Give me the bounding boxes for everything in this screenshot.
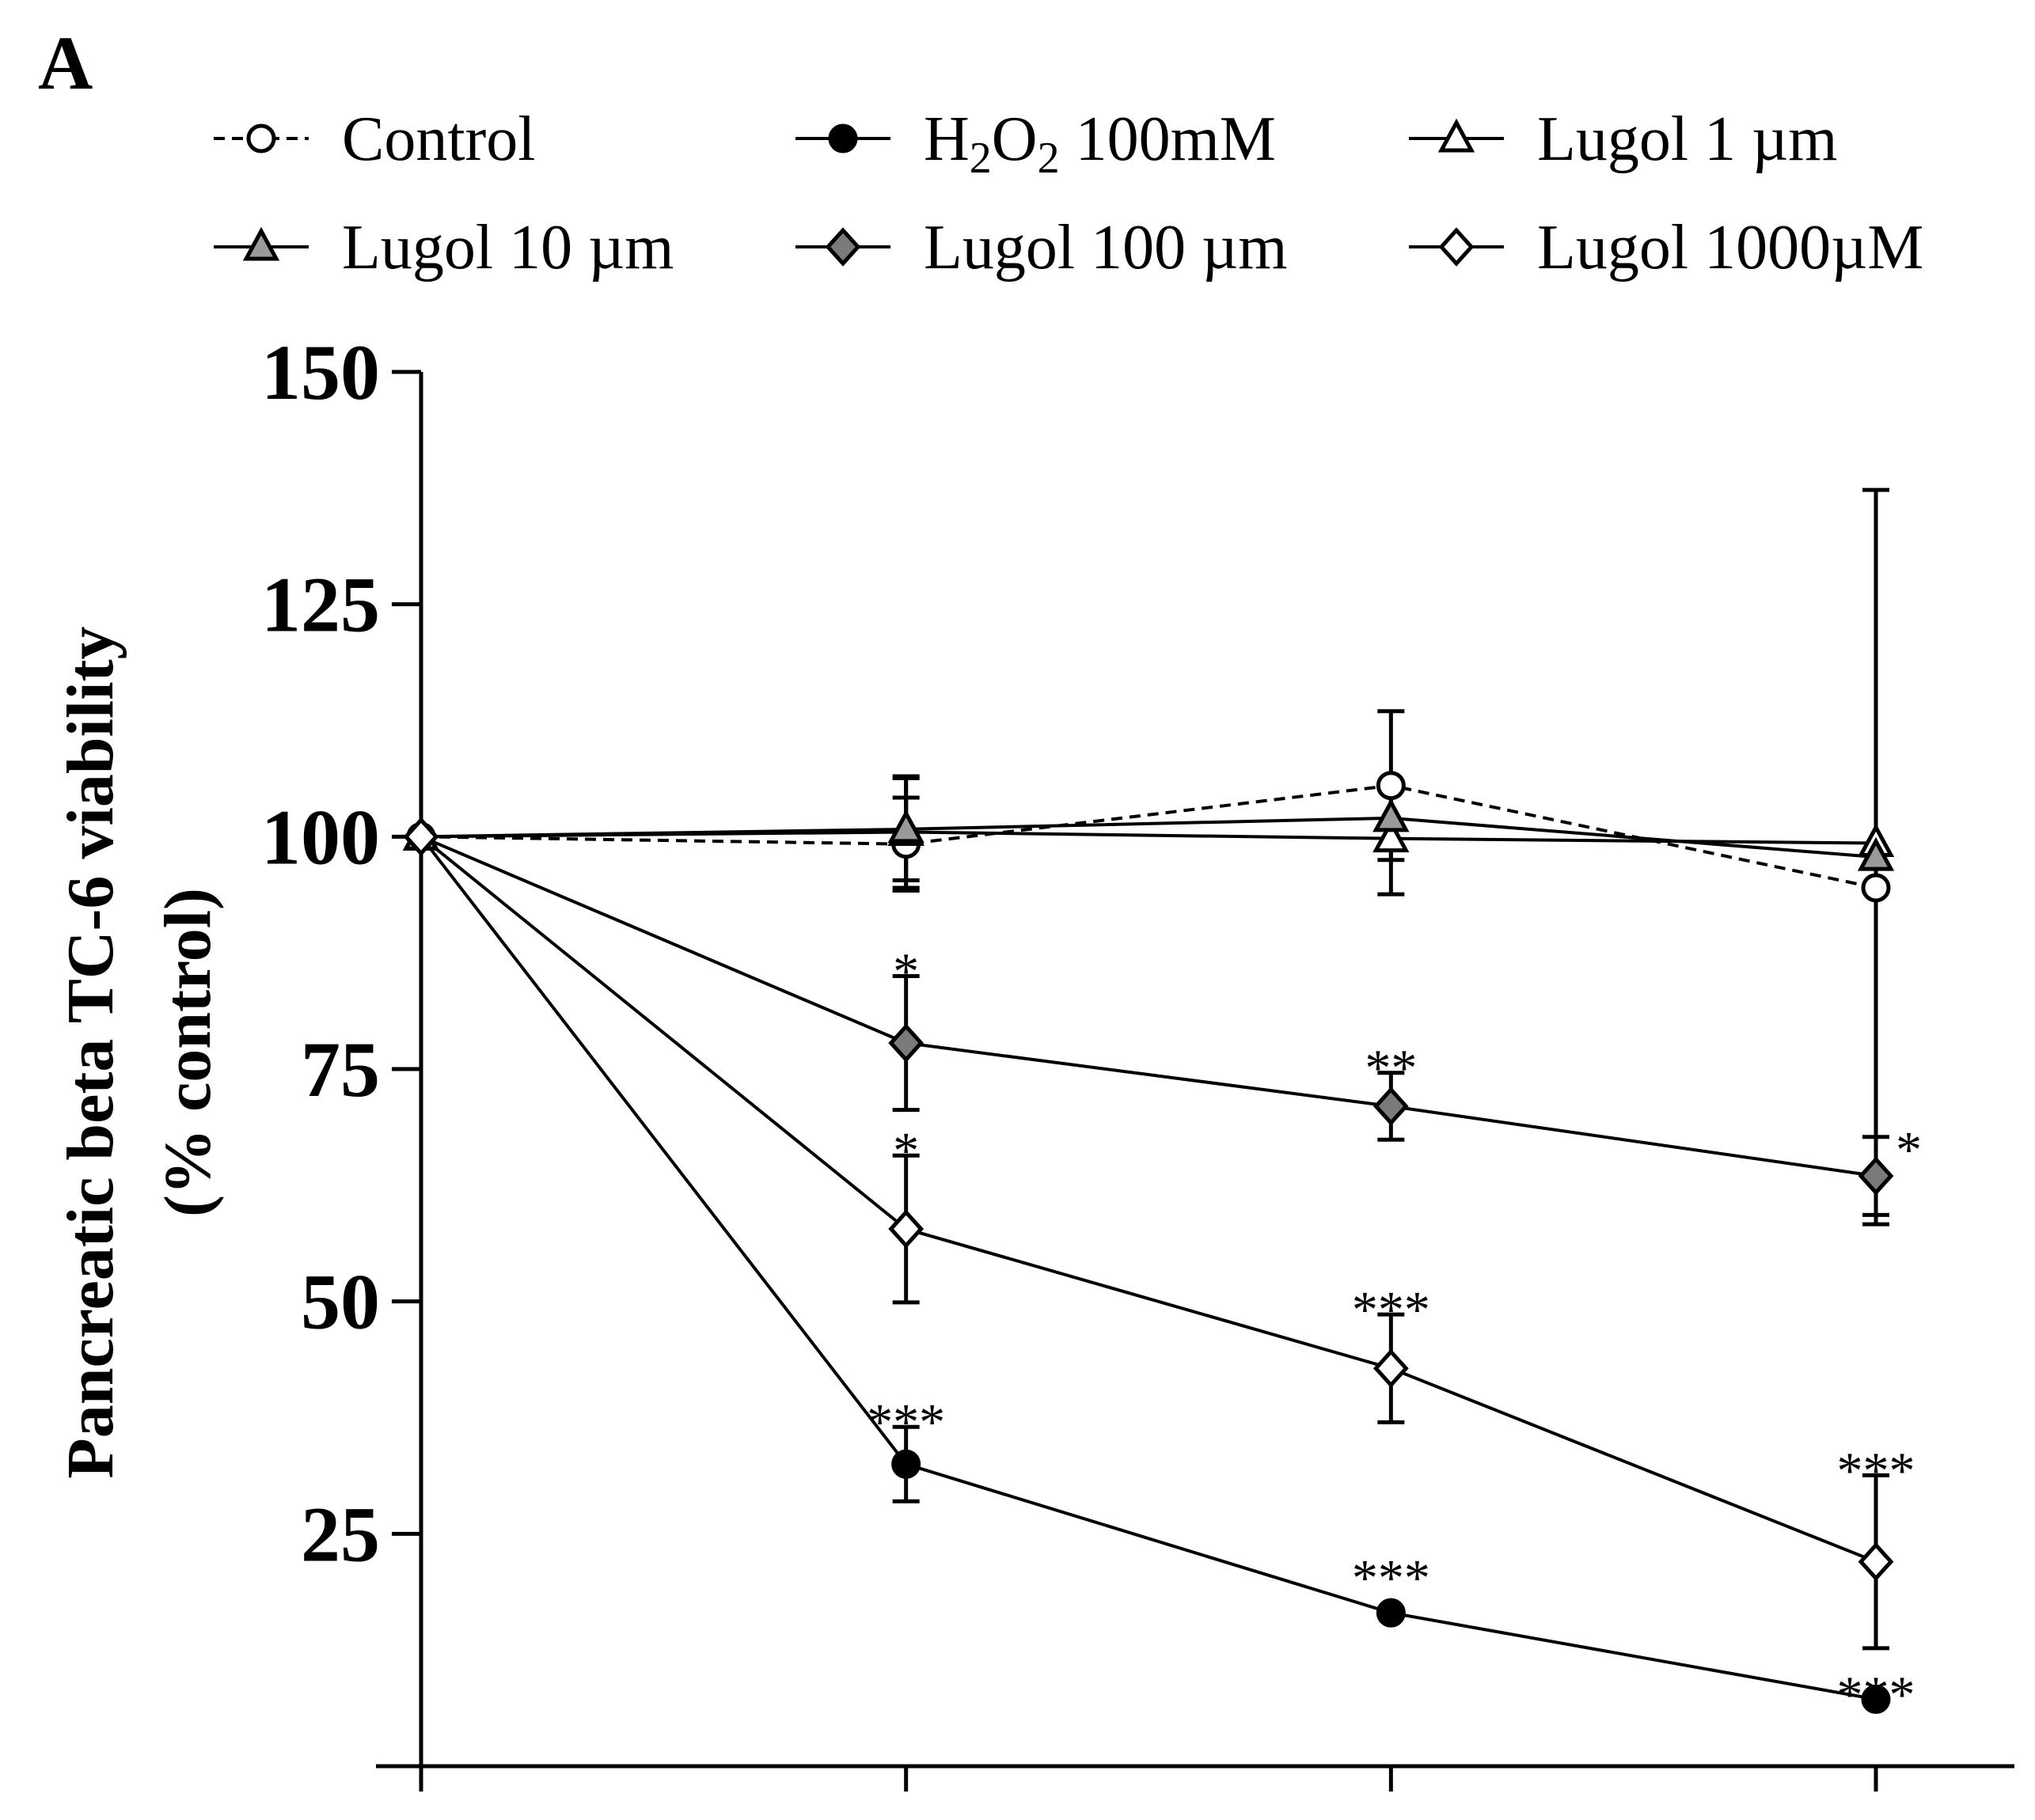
significance-labels: ********************: [867, 943, 1922, 1724]
legend-label: Lugol 10 µm: [342, 213, 674, 282]
y-tick-label: 125: [261, 561, 380, 649]
series-line: [420, 835, 1877, 1178]
data-point: [1858, 1156, 1894, 1196]
y-tick-label: 50: [301, 1258, 380, 1346]
legend-label: Lugol 1 µm: [1537, 104, 1837, 174]
legend-marker: [825, 227, 861, 267]
data-point: [1857, 836, 1895, 871]
series-line: [420, 836, 1877, 1701]
data-point: [1376, 1598, 1406, 1628]
data-point: [1858, 1541, 1894, 1582]
y-axis-label: Pancreatic beta TC-6 viability: [54, 626, 127, 1478]
data-point: [1372, 818, 1410, 853]
series-lines: [420, 783, 1877, 1701]
legend-label: Lugol 1000µM: [1537, 213, 1923, 282]
panel-label: A: [38, 21, 93, 105]
significance-label: **: [1365, 1040, 1417, 1098]
data-point: [1372, 1348, 1409, 1388]
significance-label: *: [893, 1122, 919, 1180]
y-tick-label: 25: [301, 1490, 380, 1578]
legend-label: Lugol 100 µm: [924, 213, 1287, 282]
legend-label: Control: [342, 104, 535, 174]
data-point: [403, 817, 439, 857]
y-tick-label: 150: [261, 328, 380, 416]
y-axis-label-line2: (% control): [151, 888, 225, 1217]
data-markers: [402, 771, 1895, 1714]
legend-marker: [1438, 227, 1475, 267]
data-point: [1861, 1684, 1891, 1714]
data-point: [888, 1209, 924, 1249]
axes: [376, 372, 2014, 1769]
y-tick-label: 100: [261, 793, 380, 881]
significance-label: ***: [1837, 1666, 1915, 1723]
x-ticks: [419, 1766, 1878, 1792]
significance-label: ***: [1837, 1442, 1915, 1500]
data-point: [1861, 873, 1891, 903]
significance-label: ***: [867, 1393, 945, 1451]
legend-marker: [242, 226, 280, 261]
data-point: [1376, 771, 1406, 801]
y-axis-title: Pancreatic beta TC-6 viability (% contro…: [54, 626, 225, 1478]
significance-label: ***: [1352, 1281, 1430, 1339]
series-line: [420, 835, 1877, 1564]
y-tick-label: 75: [301, 1026, 380, 1113]
significance-label: *: [1896, 1121, 1922, 1179]
legend-marker: [246, 123, 276, 154]
data-point: [888, 1023, 924, 1063]
legend-label: H2O2 100mM: [924, 104, 1276, 183]
significance-label: *: [893, 943, 919, 1001]
y-ticks: 25 50 75 100 125 150: [261, 328, 421, 1578]
legend-marker: [828, 123, 858, 154]
data-point: [1372, 1086, 1409, 1126]
data-point: [1372, 798, 1410, 832]
significance-label: ***: [1352, 1549, 1430, 1607]
data-point: [891, 1449, 921, 1479]
data-point: [887, 809, 924, 844]
legend: Control H2O2 100mM Lugol 1 µm Lugol 10 µm Lu…: [214, 104, 1923, 282]
legend-marker: [1437, 118, 1475, 153]
series-line: [420, 816, 1877, 859]
